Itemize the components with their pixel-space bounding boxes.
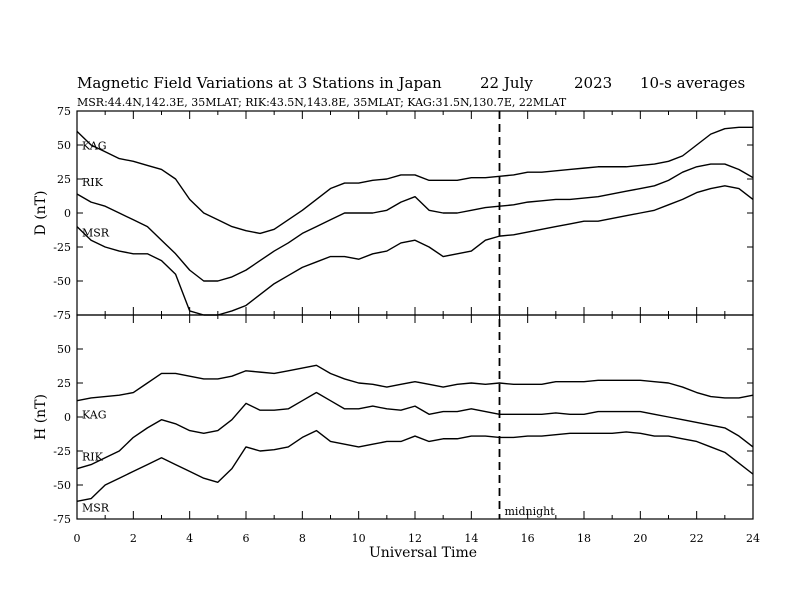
h-panel-ytick-label: 25 bbox=[57, 377, 71, 390]
d-panel-series-rik bbox=[76, 163, 754, 282]
d-panel-series-label-rik: RIK bbox=[82, 176, 104, 189]
h-panel-ytick-label: 50 bbox=[57, 343, 71, 356]
h-panel-series-label-msr: MSR bbox=[82, 501, 110, 514]
chart-subtitle: MSR:44.4N,142.3E, 35MLAT; RIK:43.5N,143.… bbox=[77, 96, 567, 109]
h-panel-ytick-label: -75 bbox=[53, 513, 71, 526]
midnight-label: midnight bbox=[505, 505, 556, 518]
h-panel-ylabel: H (nT) bbox=[33, 394, 49, 440]
h-panel-ytick-label: 0 bbox=[64, 411, 71, 424]
d-panel-ytick-label: -50 bbox=[53, 275, 71, 288]
d-panel-ytick-label: 25 bbox=[57, 173, 71, 186]
h-panel-ytick-label: -50 bbox=[53, 479, 71, 492]
x-tick-label: 0 bbox=[74, 532, 81, 545]
d-panel-ytick-label: 75 bbox=[57, 105, 71, 118]
d-panel-frame bbox=[76, 110, 754, 316]
x-tick-label: 14 bbox=[464, 532, 478, 545]
x-axis-label: Universal Time bbox=[369, 545, 477, 561]
d-panel-ytick-label: -25 bbox=[53, 241, 71, 254]
d-panel-ytick-label: -75 bbox=[53, 309, 71, 322]
x-tick-label: 12 bbox=[408, 532, 422, 545]
x-tick-label: 4 bbox=[186, 532, 193, 545]
d-panel-series-msr bbox=[76, 185, 754, 316]
x-tick-label: 6 bbox=[243, 532, 250, 545]
h-panel-frame bbox=[76, 314, 754, 520]
d-panel-ytick-label: 0 bbox=[64, 207, 71, 220]
chart-date: 22 July bbox=[480, 74, 533, 92]
x-tick-label: 2 bbox=[130, 532, 137, 545]
x-tick-label: 18 bbox=[577, 532, 591, 545]
d-panel-ylabel: D (nT) bbox=[33, 191, 49, 236]
h-panel-series-msr bbox=[76, 429, 754, 503]
x-tick-label: 8 bbox=[299, 532, 306, 545]
chart-title: Magnetic Field Variations at 3 Stations … bbox=[77, 74, 442, 92]
x-tick-label: 24 bbox=[746, 532, 760, 545]
x-tick-label: 22 bbox=[690, 532, 704, 545]
chart-marks: 75 50 25 0 -25 -50 -75 KAG RIK MSR 50 25 0 -25 -50 -75 K… bbox=[53, 105, 760, 545]
h-panel-series-kag bbox=[76, 364, 754, 402]
d-panel-series-label-msr: MSR bbox=[82, 227, 110, 240]
h-panel-series-label-rik: RIK bbox=[82, 451, 104, 464]
d-panel-series-label-kag: KAG bbox=[82, 139, 107, 152]
x-tick-label: 20 bbox=[633, 532, 647, 545]
h-panel-ytick-label: -25 bbox=[53, 445, 71, 458]
x-tick-label: 16 bbox=[521, 532, 535, 545]
x-tick-label: 10 bbox=[352, 532, 366, 545]
chart-year: 2023 bbox=[574, 74, 612, 92]
chart-averaging: 10-s averages bbox=[640, 74, 745, 92]
h-panel-series-label-kag: KAG bbox=[82, 409, 107, 422]
d-panel-series-kag bbox=[76, 126, 753, 235]
h-panel-series-rik bbox=[76, 391, 754, 470]
d-panel-ytick-label: 50 bbox=[57, 139, 71, 152]
